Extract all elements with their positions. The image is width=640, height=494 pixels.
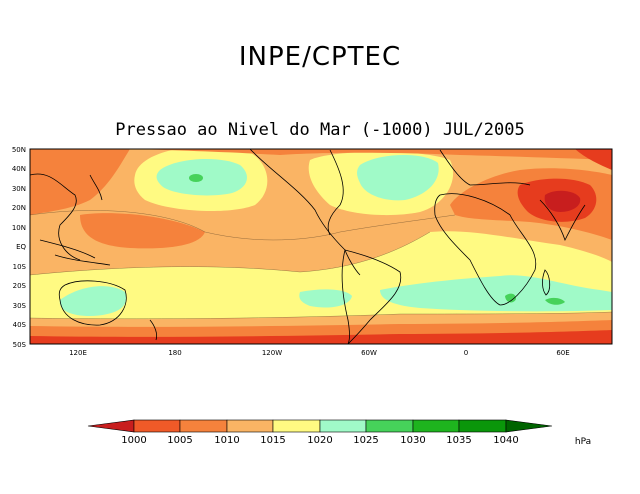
colorbar-unit: hPa (575, 437, 591, 447)
coast-samerica-west (341, 249, 350, 344)
field-1000-north-corner (575, 149, 612, 170)
coast-madagascar (542, 269, 551, 296)
coast-india (539, 199, 586, 242)
coastlines (30, 149, 586, 344)
field-low-asia-core (544, 190, 581, 212)
lat-label: 30S (13, 302, 27, 310)
lat-label: EQ (16, 243, 26, 251)
coast-samerica (344, 249, 402, 344)
colorbar-swatch (272, 419, 321, 433)
field-1005-nw (30, 149, 130, 215)
colorbar-swatch (179, 419, 228, 433)
colorbar-swatch (458, 419, 507, 433)
coast-africa (434, 193, 537, 306)
coast-australia (58, 280, 127, 326)
colorbar-label: 1040 (493, 435, 518, 446)
colorbar-label: 1030 (400, 435, 425, 446)
coast-namerica-east (327, 149, 344, 236)
lat-label: 20S (13, 282, 27, 290)
coast-europe (439, 149, 531, 186)
field-1005-north-band (130, 149, 612, 160)
lat-axis: 50N 40N 30N 20N 10N EQ 10S 20S 30S 40S 5… (12, 146, 27, 349)
contour-north (30, 210, 456, 241)
coast-namerica (249, 149, 361, 276)
colorbar-swatch (365, 419, 414, 433)
coast-nz (149, 319, 158, 341)
colorbar-swatch (319, 419, 367, 433)
field-1005-tropics (80, 213, 205, 249)
field-1020-natl (357, 154, 439, 201)
field-1020-southpac (299, 289, 352, 308)
contour-south-2 (30, 311, 612, 319)
lat-label: 10N (12, 224, 26, 232)
lat-label: 40N (12, 165, 26, 173)
lon-label: 60E (556, 349, 569, 357)
coast-japan (89, 174, 103, 201)
map-subtitle: Pressao ao Nivel do Mar (-1000) JUL/2005 (115, 120, 525, 140)
lat-label: 20N (12, 204, 26, 212)
colorbar-label: 1000 (121, 435, 146, 446)
field-1025-npac (189, 174, 203, 182)
lon-axis: 120E 180 120W 60W 0 60E (69, 349, 570, 357)
field-1025-south (505, 293, 516, 303)
colorbar-label: 1010 (214, 435, 239, 446)
field-1025-south2 (545, 297, 565, 305)
lon-label: 180 (168, 349, 181, 357)
map-frame (29, 148, 613, 345)
pressure-field (30, 149, 612, 344)
lat-label: 50S (13, 341, 27, 349)
field-1020-south (59, 286, 127, 316)
colorbar-label: 1035 (446, 435, 471, 446)
colorbar-label: 1020 (307, 435, 332, 446)
contour-south (30, 231, 431, 276)
lon-label: 120E (69, 349, 87, 357)
lat-label: 10S (13, 263, 27, 271)
colorbar-swatch (226, 419, 274, 433)
coast-indonesia (39, 239, 111, 266)
colorbar: 1000 1005 1010 1015 1020 1025 1030 1035 … (87, 419, 591, 447)
lon-label: 120W (262, 349, 282, 357)
colorbar-label: 1025 (353, 435, 378, 446)
colorbar-high-arrow (505, 419, 553, 433)
colorbar-low-arrow (87, 419, 135, 433)
colorbar-label: 1005 (167, 435, 192, 446)
lat-label: 50N (12, 146, 26, 154)
contour-lines (30, 210, 612, 319)
colorbar-swatch (133, 419, 181, 433)
main-title: INPE/CPTEC (238, 42, 402, 72)
field-low-south-1000 (30, 330, 612, 344)
colorbar-label: 1015 (260, 435, 285, 446)
lon-label: 60W (361, 349, 377, 357)
lat-label: 30N (12, 185, 26, 193)
colorbar-swatch (412, 419, 460, 433)
lat-label: 40S (13, 321, 27, 329)
lon-label: 0 (464, 349, 468, 357)
